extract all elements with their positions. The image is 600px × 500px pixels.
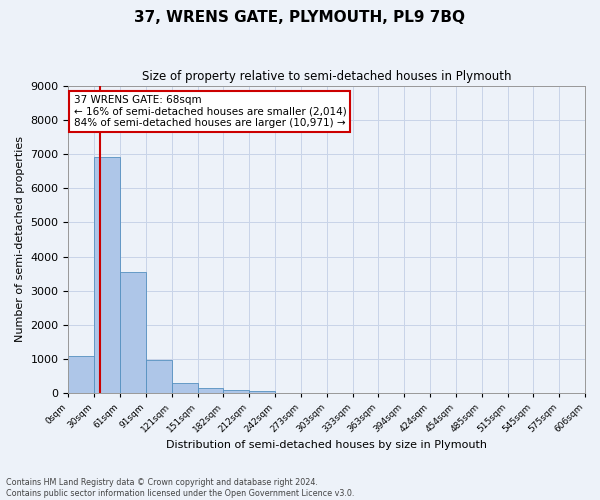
Y-axis label: Number of semi-detached properties: Number of semi-detached properties [15,136,25,342]
Bar [172,382,197,394]
Text: 37 WRENS GATE: 68sqm
← 16% of semi-detached houses are smaller (2,014)
84% of se: 37 WRENS GATE: 68sqm ← 16% of semi-detac… [74,95,346,128]
Bar [223,390,249,394]
Bar [120,272,146,394]
Bar [68,356,94,394]
Title: Size of property relative to semi-detached houses in Plymouth: Size of property relative to semi-detach… [142,70,511,83]
Bar [249,390,275,394]
Text: Contains HM Land Registry data © Crown copyright and database right 2024.
Contai: Contains HM Land Registry data © Crown c… [6,478,355,498]
Bar [197,388,223,394]
X-axis label: Distribution of semi-detached houses by size in Plymouth: Distribution of semi-detached houses by … [166,440,487,450]
Text: 37, WRENS GATE, PLYMOUTH, PL9 7BQ: 37, WRENS GATE, PLYMOUTH, PL9 7BQ [134,10,466,25]
Bar [146,360,172,394]
Bar [94,158,120,394]
